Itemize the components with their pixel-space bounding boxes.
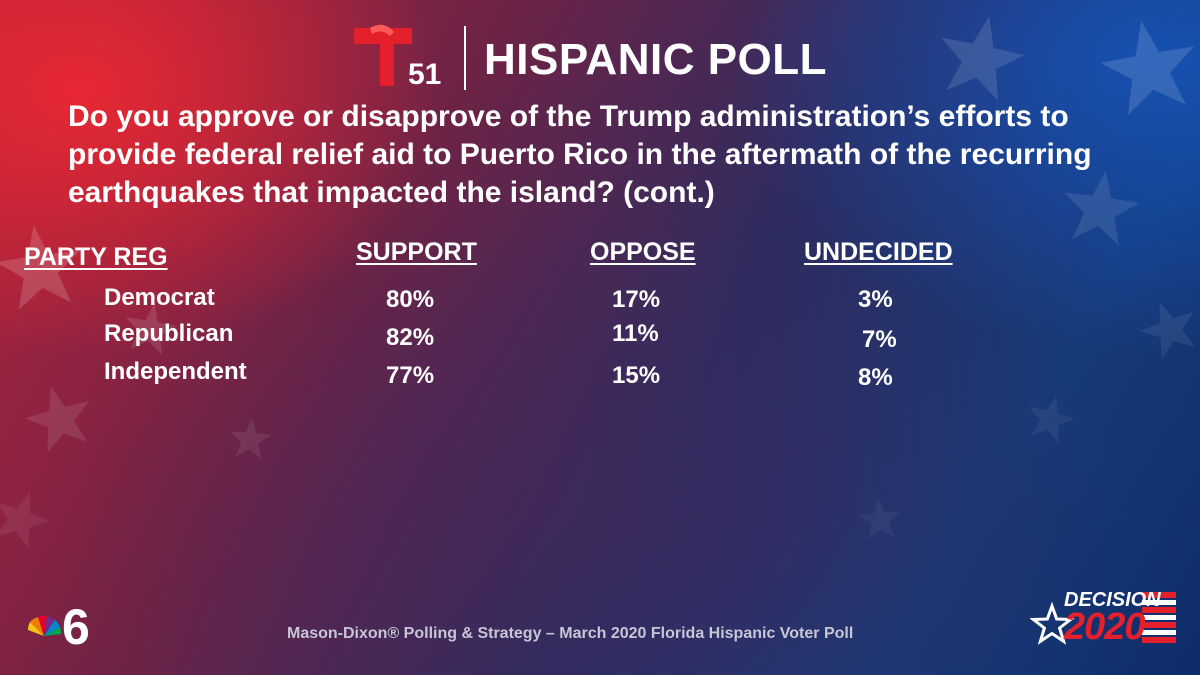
support-value: 82%: [386, 324, 435, 351]
svg-text:6: 6: [62, 599, 90, 648]
poll-source-credit: Mason-Dixon® Polling & Strategy – March …: [287, 625, 854, 642]
logo-channel-number: 51: [408, 58, 441, 90]
support-value: 77%: [386, 362, 435, 389]
header-divider: [464, 26, 466, 90]
undecided-value: 8%: [858, 364, 893, 391]
column-header-undecided: UNDECIDED: [804, 238, 953, 266]
oppose-value: 15%: [612, 362, 661, 389]
row-label: Democrat: [104, 284, 215, 311]
column-header-support: SUPPORT: [356, 238, 477, 266]
row-label: Republican: [104, 320, 234, 347]
column-header-oppose: OPPOSE: [590, 238, 696, 266]
telemundo-t-logo: 51: [354, 24, 441, 90]
nbc-peacock-6-logo: 6: [28, 599, 90, 648]
decision-2020-logo: DECISION 2020: [1030, 588, 1180, 650]
column-header-party-reg: PARTY REG: [24, 243, 168, 271]
row-label: Independent: [104, 358, 247, 385]
oppose-value: 17%: [612, 286, 661, 313]
decision-year: 2020: [1064, 606, 1146, 648]
undecided-value: 7%: [862, 326, 897, 353]
decision-label: DECISION: [1064, 589, 1161, 611]
support-value: 80%: [386, 286, 435, 313]
undecided-value: 3%: [858, 286, 893, 313]
poll-question: Do you approve or disapprove of the Trum…: [68, 100, 1092, 209]
page-title: HISPANIC POLL: [484, 35, 828, 84]
oppose-value: 11%: [612, 320, 659, 347]
